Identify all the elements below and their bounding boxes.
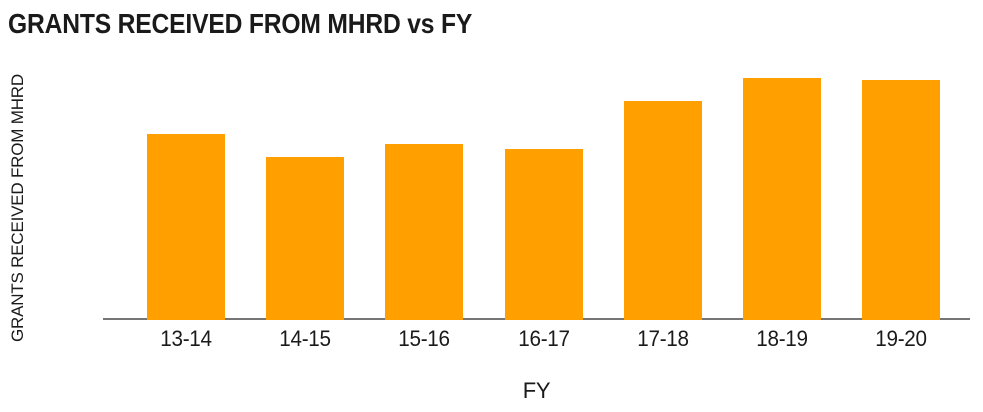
plot-area [103, 69, 970, 320]
x-axis-title: FY [522, 378, 551, 403]
x-tick-label: 16-17 [517, 326, 570, 351]
chart-title-text: GRANTS RECEIVED FROM MHRD vs FY [8, 8, 473, 39]
x-tick-label: 15-16 [398, 326, 451, 351]
chart-title: GRANTS RECEIVED FROM MHRD vs FY [8, 6, 535, 42]
x-tick-label: 13-14 [160, 326, 212, 351]
x-tick-label: 19-20 [875, 326, 927, 351]
x-tick-label: 18-19 [756, 326, 808, 351]
x-axis-ticks: 13-14 14-15 15-16 16-17 17-18 18-19 19-20 [103, 327, 970, 353]
bar-13-14 [147, 134, 225, 320]
bar-14-15 [266, 157, 345, 320]
bar-19-20 [862, 80, 941, 320]
x-tick-label: 14-15 [279, 326, 331, 351]
y-axis-title: GRANTS RECEIVED FROM MHRD [8, 74, 27, 342]
x-tick-label: 17-18 [636, 326, 689, 351]
bar-18-19 [742, 78, 821, 320]
bar-16-17 [504, 149, 583, 320]
bar-15-16 [385, 144, 464, 320]
bar-17-18 [623, 101, 702, 320]
